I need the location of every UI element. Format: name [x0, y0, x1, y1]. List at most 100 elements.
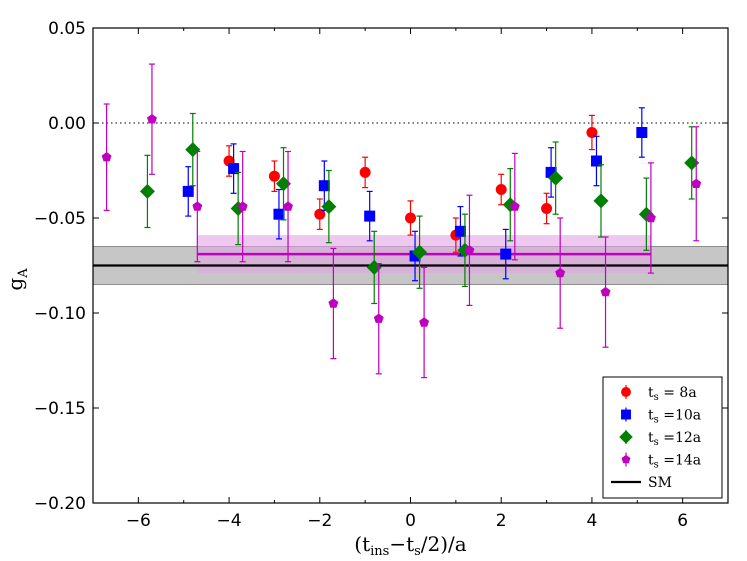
marker: [636, 127, 648, 138]
legend-label: ts =14a: [648, 453, 701, 471]
data-point-series-1-7: [500, 228, 512, 280]
data-point-series-3-13: [691, 126, 702, 242]
x-tick-label: 0: [405, 511, 416, 531]
marker: [364, 210, 376, 222]
legend-label: ts =10a: [648, 408, 701, 426]
legend-marker: [621, 454, 631, 464]
x-tick-label: 4: [587, 511, 598, 531]
x-axis-title-part: (t: [354, 532, 370, 556]
legend-label-part: = 8a: [659, 385, 697, 401]
data-point-series-2-9: [548, 141, 564, 215]
legend-item-0: ts = 8a: [621, 385, 697, 403]
legend-item-1: ts =10a: [621, 407, 701, 426]
marker: [192, 201, 203, 211]
legend-label-sm: SM: [648, 475, 672, 491]
marker: [268, 170, 280, 182]
data-point-series-0-8: [586, 114, 598, 151]
data-point-series-1-5: [409, 230, 421, 282]
x-tick-label: −2: [307, 511, 332, 531]
data-point-series-3-4: [283, 150, 293, 263]
x-axis-title-part: −t: [389, 532, 414, 556]
data-point-series-3-10: [555, 217, 566, 329]
legend-label-part: t: [648, 385, 654, 401]
marker: [321, 199, 337, 215]
data-point-series-2-3: [276, 147, 291, 221]
marker: [593, 193, 609, 209]
marker: [139, 183, 155, 199]
marker: [464, 245, 475, 255]
legend-label-subscript: s: [654, 415, 659, 426]
data-point-series-0-6: [495, 173, 507, 206]
y-axis-title-part: g: [3, 278, 27, 291]
marker: [645, 212, 656, 223]
data-point-series-3-8: [464, 194, 475, 306]
data-point-series-3-0: [101, 103, 112, 211]
y-tick-label: −0.10: [34, 304, 86, 324]
marker: [541, 203, 553, 214]
data-point-series-1-4: [364, 190, 376, 242]
data-point-series-2-10: [593, 164, 609, 238]
x-tick-label: 6: [677, 511, 688, 531]
x-axis-title-subscript: ins: [370, 544, 389, 559]
data-point-series-0-4: [405, 200, 416, 236]
data-point-series-0-7: [541, 192, 553, 225]
data-point-series-2-0: [139, 154, 155, 229]
data-point-series-1-2: [273, 188, 285, 240]
legend-label-subscript: s: [654, 437, 659, 448]
marker: [318, 180, 330, 192]
data-point-series-0-2: [314, 198, 326, 230]
marker: [509, 201, 520, 211]
ticks-layer: −6 −4 −2 0 2 4 6 0.05 0.00 −0.05 −0.10 −0.15 −0.20: [34, 19, 729, 531]
y-tick-label: −0.05: [34, 209, 86, 229]
marker: [328, 298, 339, 308]
legend-label-part: =10a: [659, 408, 701, 424]
marker: [228, 163, 240, 175]
data-point-series-3-12: [645, 162, 656, 274]
marker: [691, 178, 702, 189]
legend-label-subscript: s: [654, 392, 659, 403]
legend-marker: [621, 387, 631, 397]
marker: [405, 212, 416, 224]
legend-label-subscript: s: [654, 460, 659, 471]
legend-label: ts =12a: [648, 430, 701, 448]
data-point-series-2-1: [185, 112, 201, 187]
legend-label: ts = 8a: [648, 385, 697, 403]
y-axis-title-subscript: A: [16, 268, 31, 279]
y-tick-label: 0.00: [48, 114, 86, 134]
x-axis-title: (tins−ts/2)/a: [354, 532, 467, 559]
data-points-layer: [101, 63, 702, 379]
marker: [283, 201, 293, 211]
legend-item-2: ts =12a: [619, 430, 701, 448]
marker: [359, 166, 371, 178]
marker: [548, 170, 564, 186]
y-tick-label: −0.20: [34, 494, 86, 514]
y-tick-label: −0.15: [34, 399, 86, 419]
y-axis-title: gA: [3, 268, 31, 291]
legend-item-3: ts =14a: [621, 452, 701, 471]
data-point-series-2-6: [412, 215, 428, 289]
data-point-series-2-4: [321, 169, 337, 244]
x-tick-label: −4: [217, 511, 242, 531]
marker: [419, 317, 430, 327]
data-point-series-3-2: [192, 150, 203, 263]
data-point-series-3-7: [419, 266, 430, 379]
marker: [147, 114, 157, 124]
marker: [555, 267, 566, 278]
x-axis-title-part: /2)/a: [421, 532, 467, 556]
data-point-series-1-9: [590, 135, 602, 187]
x-axis-title-subscript: s: [414, 544, 421, 559]
data-point-series-1-1: [228, 143, 240, 194]
data-point-series-1-10: [636, 107, 648, 158]
legend-item-sm: SM: [611, 475, 672, 491]
marker: [412, 244, 428, 260]
data-point-series-3-6: [373, 263, 384, 375]
legend-label-part: =12a: [659, 430, 701, 446]
x-tick-label: 2: [496, 511, 507, 531]
marker: [590, 155, 602, 167]
data-point-series-2-12: [684, 126, 700, 200]
data-point-series-0-3: [359, 156, 371, 189]
data-point-series-3-5: [328, 247, 339, 360]
marker: [586, 127, 598, 138]
marker: [273, 208, 285, 220]
